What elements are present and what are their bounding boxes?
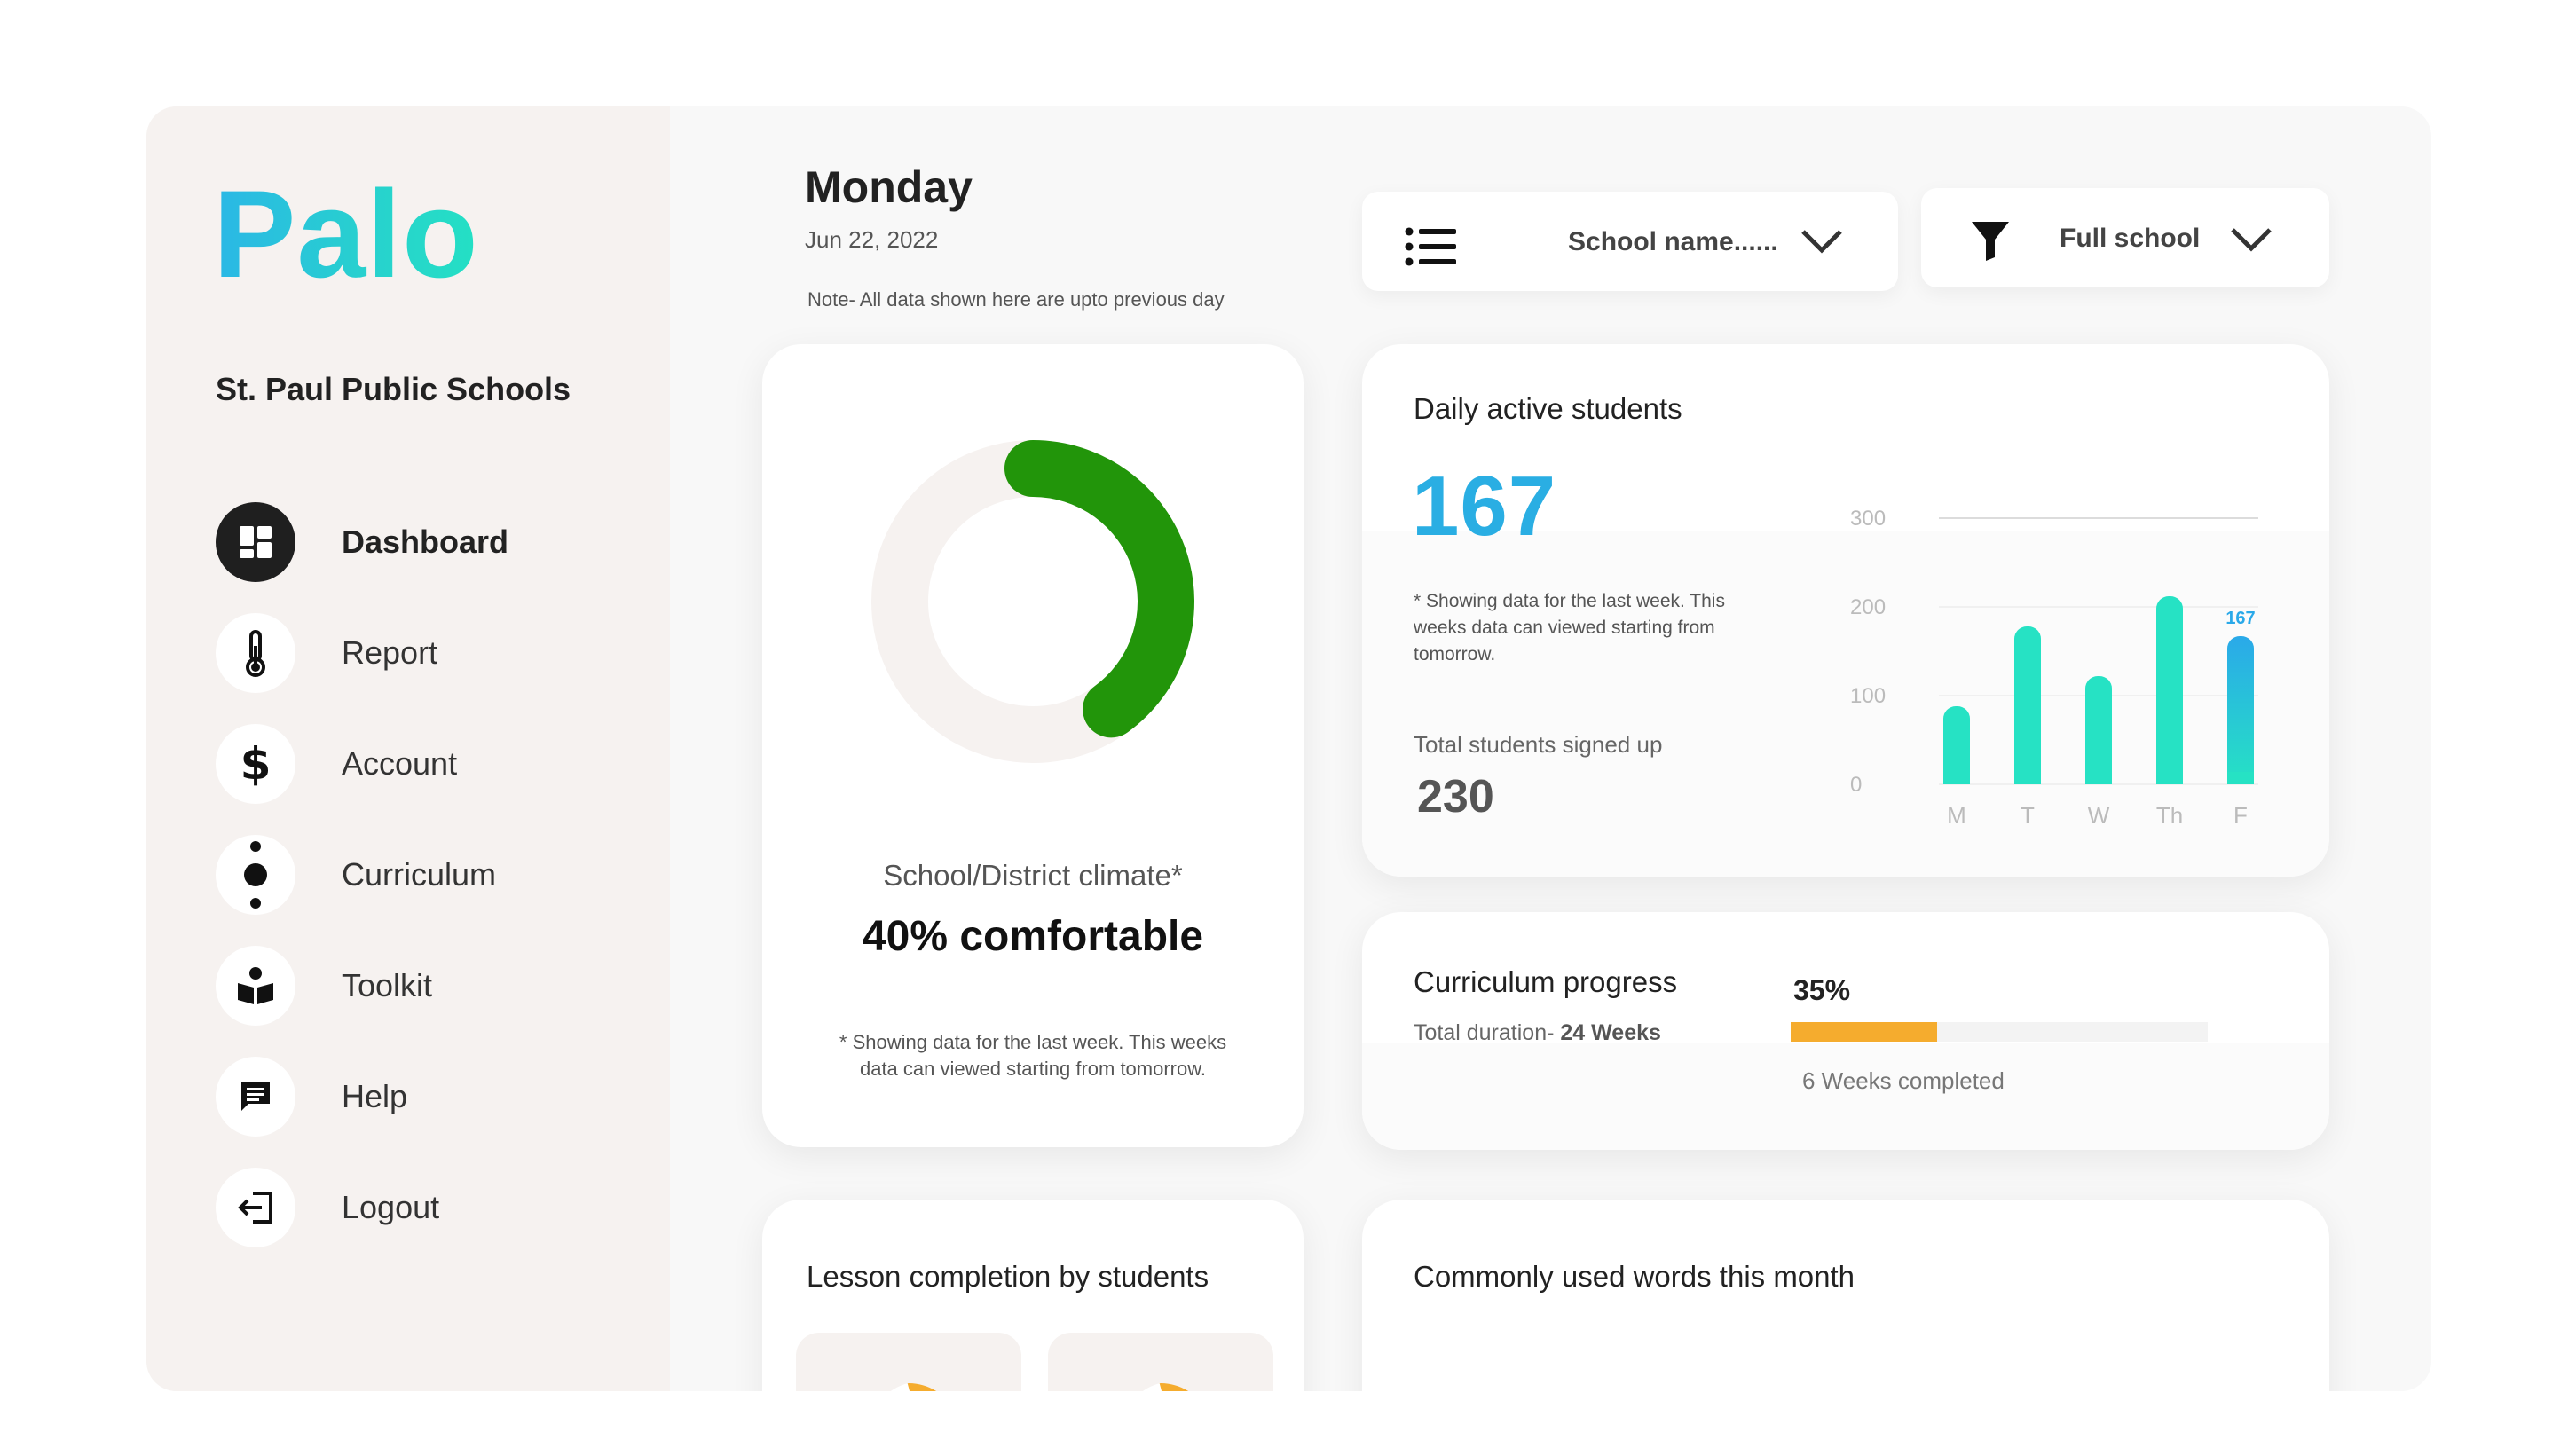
- chart-bar: [2085, 676, 2112, 784]
- lesson-completion-title: Lesson completion by students: [807, 1260, 1209, 1293]
- curriculum-progress-title: Curriculum progress: [1414, 965, 1678, 998]
- curriculum-dots-icon: [216, 835, 295, 915]
- x-tick-label: W: [2088, 802, 2110, 829]
- sidebar: Palo St. Paul Public Schools Dashboard: [146, 106, 670, 1391]
- chart-bar: [2156, 596, 2183, 784]
- scope-filter-select[interactable]: Full school: [1921, 188, 2329, 287]
- sidebar-item-label: Report: [342, 634, 438, 671]
- school-select[interactable]: School name......: [1362, 192, 1898, 291]
- progress-bar-fill: [1791, 1022, 1937, 1042]
- y-tick-label: 0: [1850, 773, 1862, 797]
- sidebar-item-report[interactable]: Report: [216, 613, 508, 693]
- y-tick-label: 300: [1850, 507, 1886, 531]
- chevron-down-icon: [1800, 229, 1843, 258]
- climate-note: * Showing data for the last week. This w…: [839, 1031, 1227, 1080]
- page-title: Monday: [805, 162, 973, 212]
- progress-lower-panel: [1362, 1043, 2329, 1150]
- chart-bar-base: [2014, 772, 2041, 784]
- sidebar-item-label: Toolkit: [342, 967, 433, 1003]
- lesson-progress-ring: [890, 1383, 937, 1391]
- lesson-completion-card: Lesson completion by students: [762, 1200, 1304, 1391]
- sidebar-item-label: Curriculum: [342, 856, 497, 893]
- app-frame: Palo St. Paul Public Schools Dashboard: [146, 106, 2431, 1391]
- palo-logo[interactable]: Palo: [213, 160, 479, 309]
- chevron-down-icon: [2230, 227, 2273, 256]
- curriculum-progress-card: Curriculum progress Total duration- 24 W…: [1362, 912, 2329, 1150]
- chart-bar-base: [2085, 772, 2112, 784]
- chart-bar: [2014, 626, 2041, 784]
- duration-value: 24 Weeks: [1560, 1020, 1661, 1045]
- chart-bar: [2227, 636, 2254, 784]
- scope-select-value: Full school: [2060, 224, 2201, 253]
- x-tick-label: F: [2233, 802, 2248, 829]
- sidebar-nav: Dashboard Report $ Account: [216, 502, 508, 1279]
- school-select-value: School name......: [1568, 227, 1778, 256]
- daily-active-title: Daily active students: [1414, 392, 1682, 425]
- climate-value: 40% comfortable: [862, 913, 1204, 960]
- x-tick-label: M: [1947, 802, 1966, 829]
- climate-arc: [1004, 440, 1194, 738]
- chat-bubble-icon: [216, 1057, 295, 1137]
- chart-bar-base: [2227, 772, 2254, 784]
- daily-active-card: Daily active students 167 * Showing data…: [1362, 344, 2329, 877]
- toolkit-reader-icon: [216, 946, 295, 1026]
- sidebar-item-label: Help: [342, 1078, 408, 1114]
- sidebar-item-curriculum[interactable]: Curriculum: [216, 835, 508, 915]
- logout-icon: [216, 1168, 295, 1247]
- daily-active-value: 167: [1412, 459, 1557, 554]
- bar-value-label: 167: [2225, 609, 2255, 628]
- common-words-title: Commonly used words this month: [1414, 1260, 1855, 1293]
- climate-label: School/District climate*: [883, 859, 1183, 892]
- climate-card: School/District climate* 40% comfortable…: [762, 344, 1304, 1147]
- climate-donut-chart: [871, 440, 1194, 763]
- signed-up-label: Total students signed up: [1414, 731, 1663, 758]
- current-date: Jun 22, 2022: [805, 226, 939, 253]
- sidebar-item-help[interactable]: Help: [216, 1057, 508, 1137]
- chart-bar: [1943, 706, 1970, 784]
- sidebar-item-account[interactable]: $ Account: [216, 724, 508, 804]
- daily-active-note: * Showing data for the last week. This w…: [1414, 591, 1725, 665]
- list-icon: [1405, 227, 1456, 271]
- sidebar-item-label: Logout: [342, 1189, 440, 1225]
- dashboard-grid-icon: [216, 502, 295, 582]
- weeks-completed: 6 Weeks completed: [1802, 1067, 2005, 1094]
- sidebar-item-label: Dashboard: [342, 523, 509, 560]
- common-words-card: Commonly used words this month: [1362, 1200, 2329, 1391]
- signed-up-value: 230: [1417, 771, 1494, 822]
- data-note: Note- All data shown here are upto previ…: [807, 288, 1225, 311]
- sidebar-item-dashboard[interactable]: Dashboard: [216, 502, 508, 582]
- thermometer-icon: [216, 613, 295, 693]
- x-tick-label: Th: [2156, 802, 2183, 829]
- lesson-progress-ring: [1142, 1383, 1189, 1391]
- chart-bar-base: [2156, 772, 2183, 784]
- progress-bar: [1791, 1022, 2208, 1042]
- daily-active-bar-chart: 0 100 200 300 M T W Th F 167: [1850, 507, 2258, 829]
- duration-prefix: Total duration-: [1414, 1020, 1555, 1045]
- chart-bar-base: [1943, 772, 1970, 784]
- y-tick-label: 100: [1850, 684, 1886, 708]
- y-tick-label: 200: [1850, 595, 1886, 619]
- school-name: St. Paul Public Schools: [216, 371, 571, 407]
- lesson-mini-card[interactable]: [1048, 1333, 1273, 1391]
- dollar-icon: $: [216, 724, 295, 804]
- sidebar-item-toolkit[interactable]: Toolkit: [216, 946, 508, 1026]
- total-duration: Total duration- 24 Weeks: [1414, 1020, 1661, 1046]
- filter-icon: [1970, 220, 2011, 265]
- lesson-mini-card[interactable]: [796, 1333, 1021, 1391]
- x-tick-label: T: [2021, 802, 2035, 829]
- sidebar-item-logout[interactable]: Logout: [216, 1168, 508, 1247]
- progress-percent: 35%: [1793, 974, 1851, 1006]
- sidebar-item-label: Account: [342, 745, 458, 782]
